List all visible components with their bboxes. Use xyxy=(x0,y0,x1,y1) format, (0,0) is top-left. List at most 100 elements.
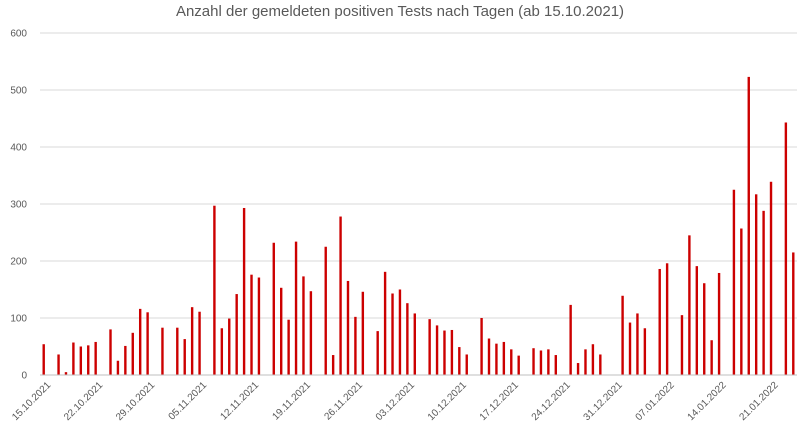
bar xyxy=(643,328,647,375)
x-tick-label: 29.10.2021 xyxy=(114,380,157,423)
chart-title: Anzahl der gemeldeten positiven Tests na… xyxy=(175,3,625,20)
bar xyxy=(280,287,283,375)
bar xyxy=(124,345,127,375)
bar xyxy=(658,268,661,375)
bar xyxy=(339,216,342,375)
bar xyxy=(324,246,327,375)
bar xyxy=(465,354,468,375)
bar xyxy=(190,307,194,375)
bar xyxy=(747,76,750,375)
x-tick-label: 03.12.2021 xyxy=(374,380,417,423)
y-tick-label: 300 xyxy=(10,200,27,211)
bar xyxy=(331,355,335,375)
bar xyxy=(510,349,513,375)
y-tick-label: 400 xyxy=(10,143,27,154)
bar xyxy=(309,291,313,375)
bar xyxy=(547,349,550,375)
x-tick-label: 31.12.2021 xyxy=(582,380,625,423)
bar xyxy=(680,315,684,375)
bar xyxy=(413,313,416,375)
bar xyxy=(532,348,535,375)
bar xyxy=(272,242,275,375)
bar xyxy=(109,329,112,375)
y-tick-label: 200 xyxy=(10,257,27,268)
y-tick-label: 100 xyxy=(10,314,27,325)
bar xyxy=(695,266,699,375)
bar xyxy=(87,345,90,375)
y-axis-ticks: 0 100 200 300 400 500 600 xyxy=(10,29,27,382)
bar xyxy=(391,293,394,375)
bar xyxy=(784,122,788,376)
bar xyxy=(72,342,75,375)
bar xyxy=(161,327,164,375)
bar xyxy=(235,294,238,375)
bar xyxy=(732,189,736,375)
bar xyxy=(250,274,253,375)
bar xyxy=(94,341,97,375)
x-tick-label: 17.12.2021 xyxy=(478,380,521,423)
y-tick-label: 600 xyxy=(10,29,27,40)
x-tick-label: 07.01.2022 xyxy=(634,380,677,423)
y-tick-label: 0 xyxy=(21,371,27,382)
bar xyxy=(116,360,120,375)
bar xyxy=(383,271,387,375)
bar xyxy=(762,210,765,375)
x-tick-label: 22.10.2021 xyxy=(62,380,105,423)
x-tick-label: 10.12.2021 xyxy=(426,380,469,423)
bar xyxy=(376,331,379,375)
bar xyxy=(495,343,498,375)
bar xyxy=(131,332,134,375)
bar xyxy=(287,319,290,375)
bar xyxy=(57,354,60,375)
bar xyxy=(398,289,402,375)
bar xyxy=(346,280,350,375)
bar xyxy=(450,329,454,375)
bar xyxy=(740,228,743,375)
x-tick-label: 12.11.2021 xyxy=(219,380,262,423)
y-tick-label: 500 xyxy=(10,86,27,97)
bar xyxy=(599,354,602,375)
bar xyxy=(717,272,721,375)
bar xyxy=(554,355,557,375)
bar xyxy=(621,295,624,375)
bar xyxy=(242,207,246,375)
gridlines xyxy=(40,32,797,319)
bar xyxy=(213,205,216,375)
bar xyxy=(584,349,587,375)
bar xyxy=(198,311,201,375)
bar xyxy=(42,344,45,375)
bar xyxy=(591,344,595,375)
bar xyxy=(569,304,572,375)
bar xyxy=(302,276,305,375)
x-tick-label: 15.10.2021 xyxy=(10,380,53,423)
bar xyxy=(443,330,446,375)
bar xyxy=(64,372,68,375)
bar xyxy=(703,283,706,375)
bar xyxy=(176,327,179,375)
bar xyxy=(769,181,773,375)
x-tick-label: 14.01.2022 xyxy=(686,380,729,423)
bar xyxy=(710,340,713,375)
bar xyxy=(294,241,298,375)
bar xyxy=(257,277,261,375)
bar xyxy=(792,252,795,375)
x-tick-label: 26.11.2021 xyxy=(322,380,365,423)
bar xyxy=(183,339,186,375)
bar xyxy=(665,263,669,375)
bar xyxy=(539,350,543,375)
bar xyxy=(480,318,483,375)
bar xyxy=(576,363,580,375)
bar xyxy=(354,316,357,375)
bar xyxy=(502,341,506,375)
bar xyxy=(220,328,224,375)
bar xyxy=(636,313,639,375)
bar xyxy=(435,325,439,375)
bar xyxy=(458,347,461,375)
x-tick-label: 19.11.2021 xyxy=(270,380,313,423)
bar xyxy=(754,194,758,375)
bar xyxy=(487,338,491,375)
bar xyxy=(79,346,83,375)
x-tick-label: 05.11.2021 xyxy=(167,380,210,423)
bar xyxy=(361,291,365,375)
